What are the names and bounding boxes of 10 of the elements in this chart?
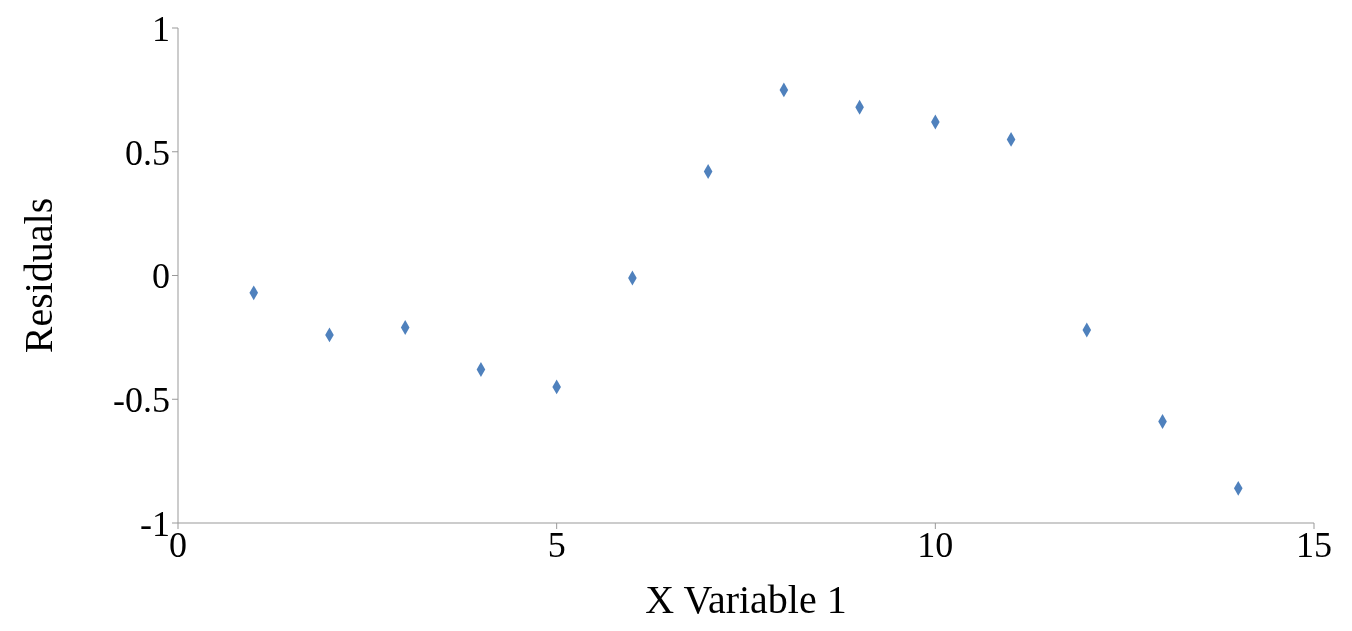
y-tick-label: -1 bbox=[140, 503, 170, 544]
y-axis-title: Residuals bbox=[16, 197, 62, 354]
y-tick-label: 0 bbox=[152, 256, 170, 297]
y-tick-label: -0.5 bbox=[113, 380, 170, 421]
x-tick-label: 10 bbox=[917, 524, 954, 565]
x-axis-title: X Variable 1 bbox=[645, 577, 847, 622]
x-tick-label: 5 bbox=[547, 524, 566, 565]
y-tick-label: 0.5 bbox=[125, 132, 170, 173]
y-tick-label: 1 bbox=[152, 8, 170, 49]
x-tick-label: 15 bbox=[1296, 524, 1332, 565]
